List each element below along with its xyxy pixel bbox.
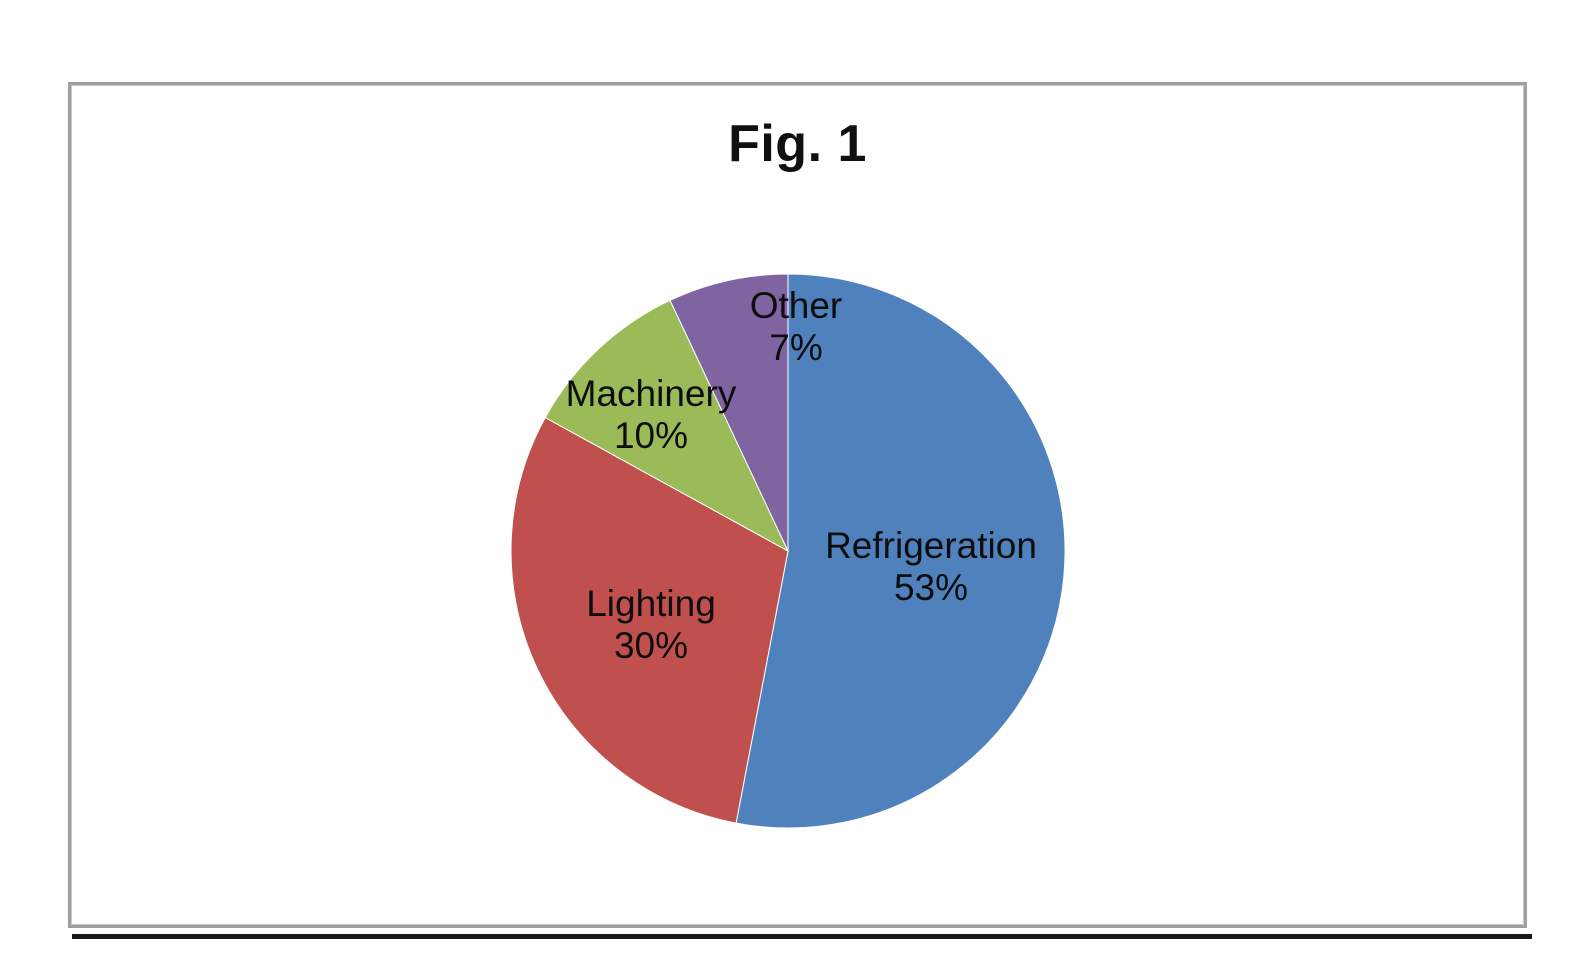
bottom-divider [72, 934, 1532, 939]
figure-frame: Fig. 1 Refrigeration 53% Lighting 30% Ma… [68, 82, 1527, 928]
page-title: Fig. 1 [728, 115, 867, 173]
pie-chart-svg [510, 273, 1066, 829]
pie-slice-lighting[interactable] [510, 416, 789, 824]
pie-chart: Refrigeration 53% Lighting 30% Machinery… [71, 85, 1530, 931]
pie-slice-other[interactable] [669, 273, 789, 552]
pie-slice-machinery[interactable] [544, 299, 790, 553]
pie-slice-refrigeration[interactable] [735, 273, 1066, 829]
pie-slice-group [510, 273, 1066, 829]
